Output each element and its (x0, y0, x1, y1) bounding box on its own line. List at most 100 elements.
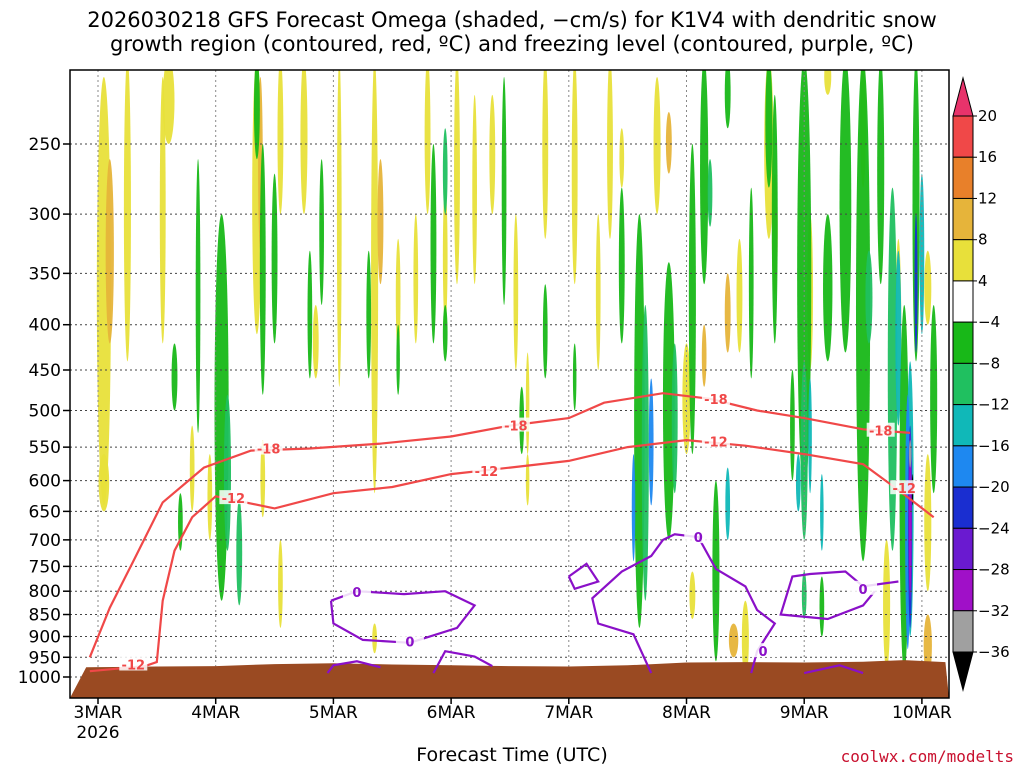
y-tick-label: 350 (29, 264, 61, 284)
omega-region (707, 159, 713, 227)
dgz-label: -18 (254, 440, 283, 458)
omega-region (688, 143, 696, 455)
omega-region (300, 70, 308, 215)
y-tick-label: 550 (29, 438, 61, 458)
freezing-label: 0 (749, 643, 778, 660)
title-line-2: growth region (contoured, red, ºC) and f… (110, 32, 914, 56)
colorbar-label: −8 (978, 354, 1000, 372)
omega-region (413, 214, 419, 344)
freezing-contour (803, 664, 864, 675)
colorbar-label: −4 (978, 313, 1000, 331)
contour-label-bg (119, 656, 148, 671)
colorbar-swatch (952, 280, 974, 323)
x-tick-label: 9MAR (780, 703, 829, 723)
x-axis-title: Forecast Time (UTC) (416, 744, 608, 766)
plot-frame (69, 69, 950, 699)
title-line-1: 2026030218 GFS Forecast Omega (shaded, −… (87, 8, 937, 32)
y-tick-label: 250 (29, 135, 61, 155)
y-tick-label: 600 (29, 472, 61, 492)
dgz-label: -12 (701, 433, 730, 451)
omega-region (571, 70, 578, 285)
freezing-contour (567, 562, 600, 591)
chart-title: 2026030218 GFS Forecast Omega (shaded, −… (0, 8, 1024, 56)
omega-region (665, 111, 672, 174)
colorbar-swatch (952, 321, 974, 364)
omega-region (607, 70, 613, 239)
omega-region (442, 128, 448, 215)
omega-region (430, 144, 437, 344)
x-year-label: 2026 (76, 723, 119, 743)
contour-label-bg (501, 417, 530, 432)
omega-region (689, 571, 696, 620)
omega-region (572, 343, 577, 411)
omega-region (877, 70, 885, 285)
contour-label-bg (472, 462, 501, 477)
y-tick-label: 300 (29, 205, 61, 225)
omega-shading (96, 70, 938, 677)
omega-region (319, 159, 324, 305)
contour-label: 0 (758, 645, 767, 660)
dgz-contour (89, 438, 935, 673)
colorbar-label: −20 (978, 478, 1010, 496)
x-tick-label: 5MAR (309, 703, 358, 723)
omega-region (653, 76, 661, 215)
colorbar-swatch (952, 362, 974, 406)
dgz-contour (88, 392, 911, 658)
omega-region (395, 238, 401, 353)
omega-region (442, 187, 448, 325)
omega-region (171, 343, 178, 411)
colorbar-swatch (952, 445, 974, 488)
omega-region (662, 262, 675, 540)
x-tick-label: 3MAR (74, 703, 123, 723)
colorbar-label: 12 (978, 189, 997, 207)
omega-region (223, 394, 232, 551)
y-tick-label: 400 (29, 316, 61, 336)
omega-region (542, 284, 548, 379)
contour-label: -18 (704, 393, 728, 408)
y-tick-label: 950 (29, 648, 61, 668)
x-tick-label: 7MAR (544, 703, 593, 723)
omega-region (887, 187, 898, 551)
colorbar-swatch (952, 239, 974, 282)
x-tick-label: 4MAR (191, 703, 240, 723)
x-tick-label: 10MAR (892, 703, 952, 723)
freezing-label: 0 (395, 633, 424, 651)
contour-label-bg (684, 529, 713, 544)
omega-region (189, 425, 195, 512)
colorbar-label: −12 (978, 396, 1010, 414)
colorbar-label: 20 (978, 107, 997, 125)
contour-label-bg (395, 633, 424, 648)
colorbar-bottom-arrow (952, 651, 974, 692)
y-tick-label: 850 (29, 606, 61, 626)
omega-region (641, 304, 649, 601)
omega-region (914, 214, 918, 353)
colorbar: 20 16 12 8 4 −4 −8 −12 −16 −20 −24 −28 −32 −36 (952, 76, 1010, 692)
omega-region (513, 214, 519, 370)
omega-region (542, 70, 549, 239)
colorbar-swatch (952, 404, 974, 447)
omega-region (162, 70, 175, 144)
contour-label-bg (342, 584, 371, 599)
omega-region (525, 454, 530, 506)
colorbar-label: −32 (978, 602, 1010, 620)
plot-area (70, 70, 949, 698)
contour-label: -12 (475, 465, 499, 480)
x-axis: 3MAR 4MAR 5MAR 6MAR 7MAR 8MAR 9MAR 10MAR 2026 (74, 698, 952, 743)
x-tick-label: 6MAR (427, 703, 476, 723)
contour-label-bg (849, 580, 878, 595)
dgz-label: -12 (472, 462, 501, 480)
omega-region (236, 499, 243, 606)
contour-label: -12 (704, 436, 728, 451)
source-credit: coolwx.com/modelts (840, 747, 1014, 766)
omega-region (307, 250, 313, 379)
freezing-contour (432, 649, 493, 674)
omega-region (895, 250, 902, 426)
contour-label-bg (254, 440, 283, 455)
dgz-label: -12 (890, 480, 919, 497)
freezing-label: 0 (342, 584, 371, 601)
omega-region (312, 304, 319, 379)
contour-label: -12 (122, 658, 146, 673)
omega-region (808, 378, 812, 494)
omega-region (123, 70, 131, 362)
y-tick-label: 450 (29, 361, 61, 381)
